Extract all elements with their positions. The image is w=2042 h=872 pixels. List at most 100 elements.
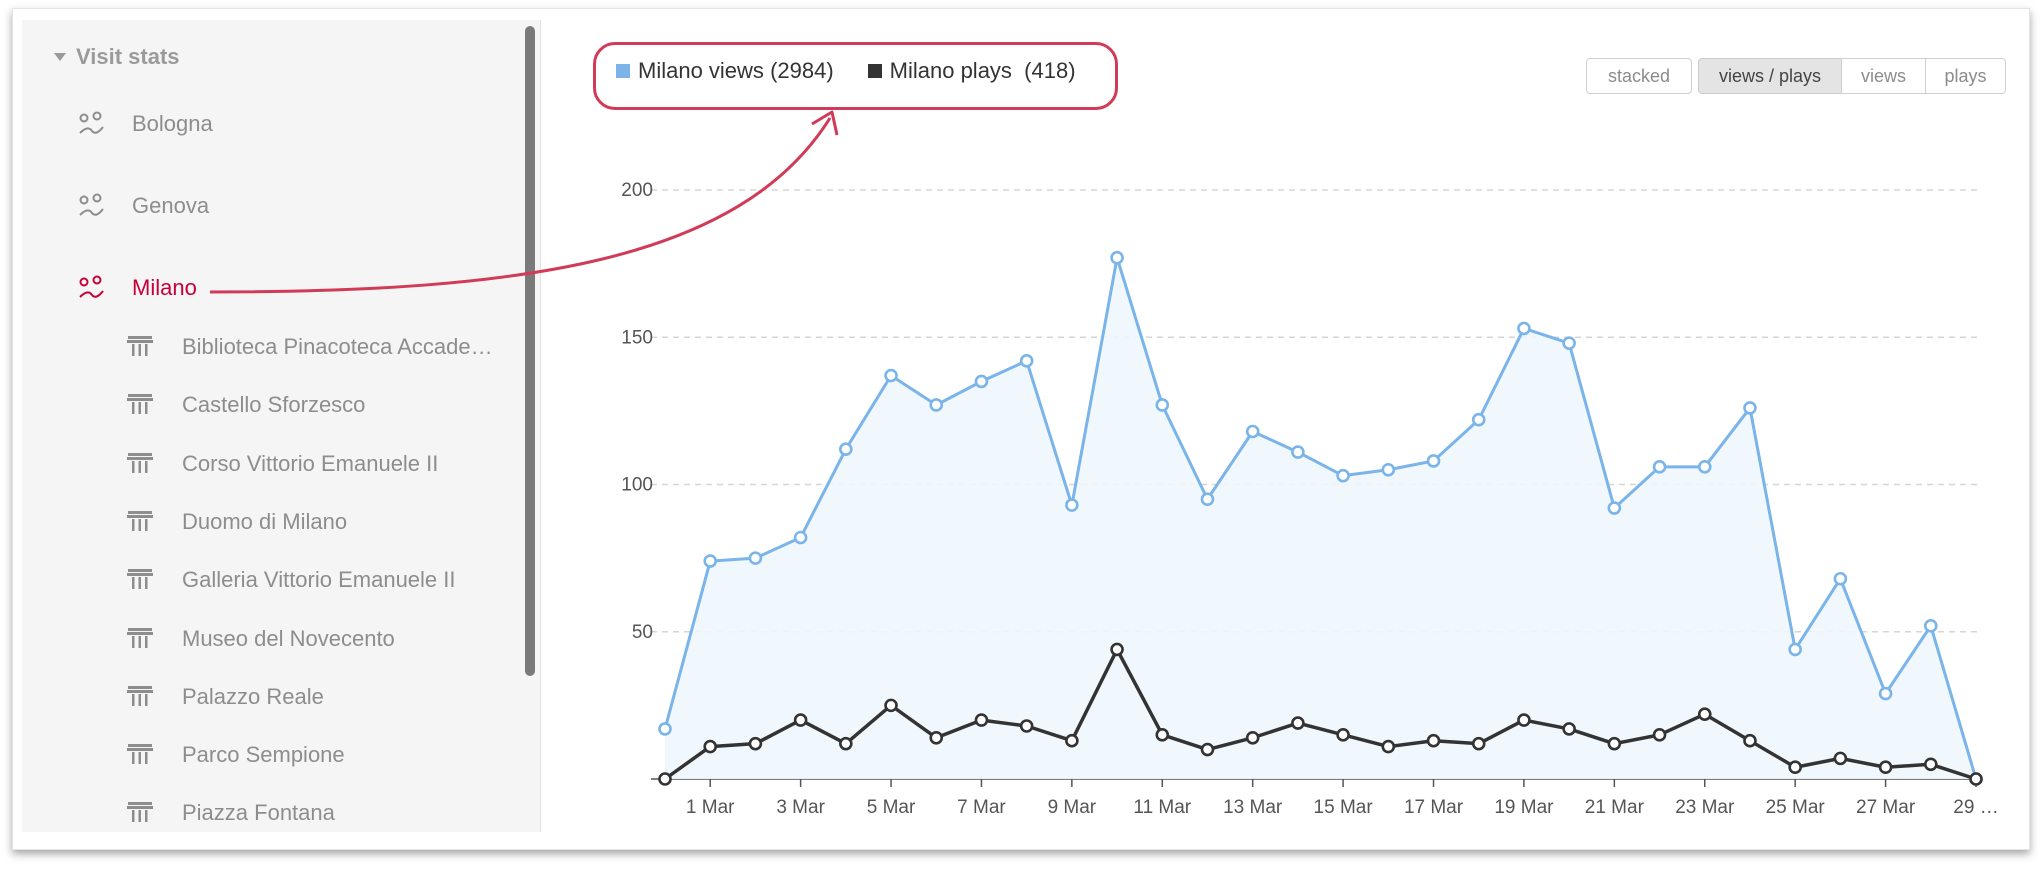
plays-point	[748, 736, 763, 751]
x-tick-label: 11 Mar	[1133, 797, 1191, 818]
plays-swatch-icon	[867, 64, 882, 78]
x-tick-label: 27 Mar	[1856, 797, 1916, 818]
views-point	[1788, 642, 1802, 657]
views-plays-button[interactable]: views / plays	[1698, 58, 1842, 94]
plays-point	[1471, 736, 1486, 751]
sidebar-item-genova[interactable]: Genova	[76, 188, 209, 224]
views-point	[1291, 445, 1305, 459]
city-label: Genova	[132, 193, 210, 218]
place-item[interactable]: Duomo di Milano	[126, 505, 347, 539]
place-label: Duomo di Milano	[182, 508, 348, 534]
monument-icon	[127, 510, 153, 531]
x-tick-label: 7 Mar	[957, 797, 1006, 818]
place-label: Corso Vittorio Emanuele II	[182, 450, 439, 476]
place-label: Galleria Vittorio Emanuele II	[182, 567, 456, 593]
monument-icon	[127, 452, 153, 473]
plays-point	[1788, 760, 1802, 775]
views-point	[974, 374, 989, 389]
views-point	[1065, 498, 1079, 512]
callout-arrow	[209, 117, 832, 294]
sidebar	[22, 20, 540, 832]
plays-point	[1743, 733, 1757, 748]
monument-icon	[127, 685, 153, 706]
plays-point	[1562, 722, 1576, 736]
plays-point	[1065, 733, 1079, 748]
sidebar-item-milano[interactable]: Milano	[76, 270, 197, 306]
plays-point	[1291, 716, 1305, 730]
place-item[interactable]: Castello Sforzesco	[126, 388, 365, 422]
x-tick-label: 29 …	[1953, 797, 1998, 818]
views-point	[1833, 571, 1848, 586]
place-label: Piazza Fontana	[182, 800, 335, 826]
plays-point	[658, 772, 672, 786]
monument-icon	[127, 802, 153, 823]
x-tick-label: 25 Mar	[1766, 797, 1826, 818]
sidebar-scrollbar[interactable]	[525, 26, 535, 676]
views-point	[1200, 492, 1215, 507]
y-tick-label: 50	[632, 622, 653, 643]
views-point	[748, 551, 763, 565]
plays-button[interactable]: plays	[1926, 58, 2006, 94]
plays-point	[1155, 728, 1170, 742]
y-tick-label: 150	[621, 327, 653, 348]
views-line	[663, 256, 1978, 780]
place-item[interactable]: Museo del Novecento	[126, 622, 395, 656]
y-tick-label: 200	[621, 180, 653, 201]
x-tick-label: 15 Mar	[1314, 797, 1374, 818]
views-point	[1743, 401, 1757, 415]
legend-callout	[593, 42, 1118, 110]
place-item[interactable]: Piazza Fontana	[126, 796, 335, 830]
views-point	[1923, 619, 1938, 633]
legend-item-plays[interactable]: Milano plays (418)	[867, 58, 1076, 84]
views-point	[884, 368, 898, 383]
legend-views-total: (2984)	[770, 58, 834, 83]
plays-point	[884, 698, 898, 713]
stacked-button[interactable]: stacked	[1586, 58, 1692, 94]
plays-point	[1426, 733, 1441, 748]
views-point	[1697, 460, 1712, 474]
route-icon	[79, 275, 104, 298]
plays-point	[1200, 742, 1215, 757]
visit-stats-header[interactable]: Visit stats	[32, 42, 180, 72]
views-button[interactable]: views	[1842, 58, 1926, 94]
place-item[interactable]: Biblioteca Pinacoteca Accade…	[126, 330, 493, 364]
place-label: Parco Sempione	[182, 742, 345, 768]
legend-item-views[interactable]: Milano views (2984)	[616, 58, 834, 84]
plays-point	[703, 739, 718, 754]
chart-legend: Milano views (2984) Milano plays (418)	[616, 58, 1100, 84]
sidebar-item-bologna[interactable]: Bologna	[76, 106, 213, 142]
views-point	[1381, 462, 1396, 477]
views-swatch-icon	[616, 64, 630, 78]
legend-plays-name: Milano plays	[889, 58, 1012, 83]
views-point	[658, 722, 672, 736]
city-label: Bologna	[132, 111, 213, 136]
views-point	[1155, 398, 1170, 412]
view-mode-group: views / plays views plays	[1698, 58, 2006, 96]
place-item[interactable]: Parco Sempione	[126, 738, 345, 772]
plays-point	[1336, 728, 1350, 742]
views-point	[1245, 424, 1260, 439]
place-item[interactable]: Galleria Vittorio Emanuele II	[126, 563, 456, 597]
plays-point	[1969, 772, 1983, 786]
views-point	[1607, 501, 1622, 515]
plays-point	[1697, 707, 1712, 722]
monument-icon	[127, 627, 153, 648]
plays-point	[1517, 713, 1531, 727]
place-item[interactable]: Palazzo Reale	[126, 680, 324, 714]
place-item[interactable]: Corso Vittorio Emanuele II	[126, 447, 438, 481]
legend-views-name: Milano views	[638, 58, 764, 83]
x-tick-label: 23 Mar	[1675, 797, 1735, 818]
plays-point	[1923, 757, 1938, 772]
section-title: Visit stats	[76, 44, 180, 69]
views-point	[1562, 336, 1576, 350]
x-tick-label: 9 Mar	[1048, 797, 1097, 818]
x-tick-label: 19 Mar	[1494, 797, 1554, 818]
monument-icon	[127, 336, 153, 356]
route-icon	[79, 111, 104, 134]
x-tick-label: 1 Mar	[686, 797, 735, 818]
plays-point	[974, 713, 989, 727]
views-point	[839, 442, 853, 456]
caret-down-icon	[54, 53, 66, 61]
views-point	[1517, 321, 1531, 336]
